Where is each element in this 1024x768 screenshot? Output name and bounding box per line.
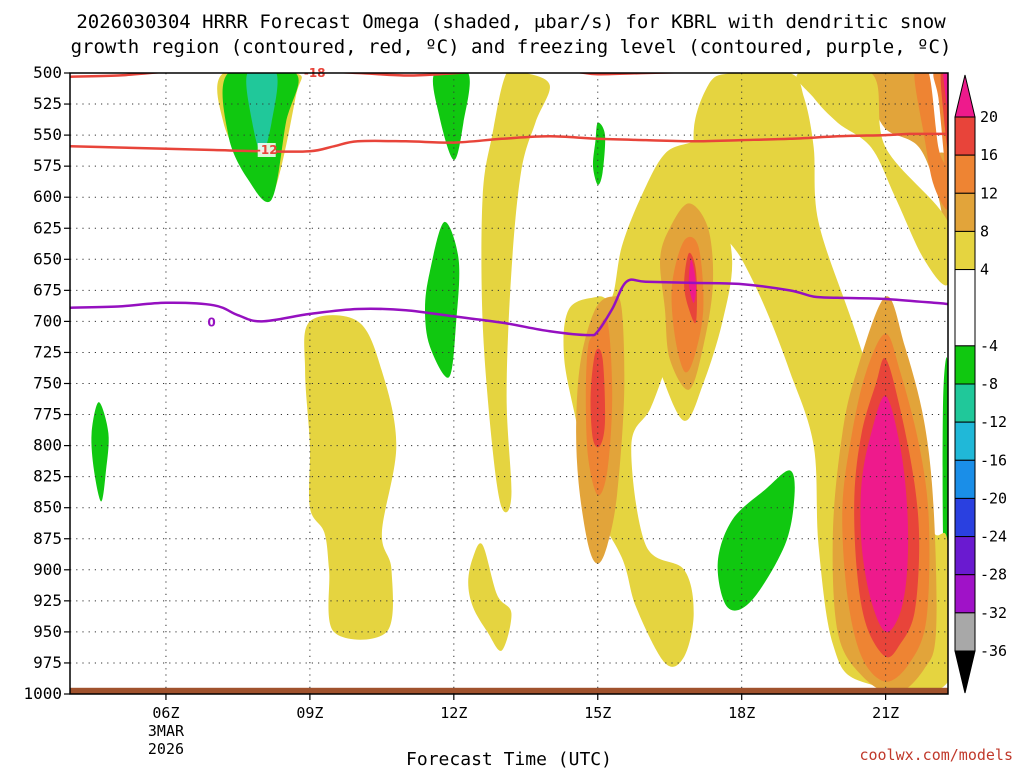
freezing-level-0-label: 0 [207, 316, 215, 330]
ytick-label-1000: 1000 [23, 684, 62, 703]
ytick-label-650: 650 [33, 249, 62, 268]
ytick-label-600: 600 [33, 187, 62, 206]
colorbar-label-10: -24 [980, 528, 1007, 546]
xtick-year: 2026 [148, 740, 184, 758]
omega-region-31 [943, 73, 948, 111]
x-axis-label: Forecast Time (UTC) [406, 749, 612, 768]
colorbar-bin-6 [954, 345, 976, 385]
colorbar-bin-8 [954, 421, 976, 461]
ytick-label-575: 575 [33, 156, 62, 175]
temperature-contours [70, 73, 948, 337]
omega-region-11 [468, 543, 512, 651]
colorbar-arrow-top [954, 74, 976, 118]
dgz-minus12-label: -12 [256, 143, 278, 157]
colorbar-arrow-bottom [954, 650, 976, 694]
xtick-label-21Z: 21Z [872, 704, 899, 722]
xtick-date: 3MAR [148, 722, 185, 740]
colorbar-bin-13 [954, 612, 976, 652]
omega-region-16 [590, 348, 606, 448]
xtick-label-15Z: 15Z [584, 704, 611, 722]
colorbar-bin-12 [954, 574, 976, 614]
credit-text: coolwx.com/models [859, 746, 1013, 764]
dgz-minus12-label-bg [257, 143, 276, 158]
grid-lines [70, 73, 948, 694]
omega-region-27 [796, 73, 948, 286]
omega-shading [70, 73, 948, 694]
title-line-1: 2026030304 HRRR Forecast Omega (shaded, … [76, 11, 946, 33]
colorbar-label-2: 12 [980, 184, 998, 202]
colorbar-bin-11 [954, 536, 976, 576]
ytick-label-800: 800 [33, 436, 62, 455]
ytick-label-775: 775 [33, 405, 62, 424]
colorbar-bin-3 [954, 192, 976, 232]
colorbar-label-12: -32 [980, 604, 1007, 622]
ground-strip [70, 687, 948, 694]
freezing-level-0-label-bg [202, 315, 221, 330]
colorbar-label-3: 8 [980, 222, 989, 240]
colorbar-label-8: -16 [980, 451, 1007, 469]
omega-region-3 [432, 73, 470, 160]
colorbar-bin-9 [954, 459, 976, 499]
xtick-label-12Z: 12Z [440, 704, 467, 722]
dgz-minus12-contour [70, 132, 948, 153]
colorbar-label-7: -12 [980, 413, 1007, 431]
xtick-label-06Z: 06Z [152, 704, 179, 722]
ytick-label-700: 700 [33, 311, 62, 330]
ytick-label-675: 675 [33, 280, 62, 299]
colorbar-bin-10 [954, 497, 976, 538]
title-line-2: growth region (contoured, red, ºC) and f… [71, 36, 952, 58]
ytick-label-550: 550 [33, 125, 62, 144]
ytick-label-625: 625 [33, 218, 62, 237]
colorbar-label-6: -8 [980, 375, 998, 393]
ytick-label-900: 900 [33, 560, 62, 579]
colorbar-bin-2 [954, 154, 976, 194]
freezing-level-0-contour [70, 278, 948, 337]
xtick-label-09Z: 09Z [296, 704, 323, 722]
colorbar-bin-4 [954, 230, 976, 271]
omega-region-10 [304, 315, 397, 640]
ytick-label-850: 850 [33, 498, 62, 517]
colorbar-bin-1 [954, 116, 976, 156]
ytick-label-825: 825 [33, 467, 62, 486]
colorbar-label-13: -36 [980, 642, 1007, 660]
colorbar-label-1: 16 [980, 146, 998, 164]
colorbar-label-0: 20 [980, 108, 998, 126]
omega-region-5 [425, 221, 460, 378]
omega-region-2 [246, 73, 278, 154]
omega-region-9 [481, 73, 550, 513]
colorbar-label-11: -28 [980, 566, 1007, 584]
omega-region-7 [717, 470, 795, 611]
omega-region-25 [860, 395, 909, 633]
colorbar-label-9: -20 [980, 489, 1007, 507]
ytick-label-500: 500 [33, 63, 62, 82]
ytick-label-725: 725 [33, 342, 62, 361]
y-axis: 500 525 550 575 600 625 650 675 700 725 750 775 800 8… [23, 63, 70, 703]
colorbar-label-4: 4 [980, 261, 989, 279]
dgz-minus18-contour [70, 73, 696, 78]
ytick-label-950: 950 [33, 622, 62, 641]
omega-region-28 [914, 73, 948, 210]
ytick-label-750: 750 [33, 374, 62, 393]
ytick-label-925: 925 [33, 591, 62, 610]
colorbar-bin-7 [954, 383, 976, 423]
omega-region-21 [688, 259, 697, 303]
ytick-label-525: 525 [33, 94, 62, 113]
colorbar-label-5: -4 [980, 337, 998, 355]
colorbar-bin-5 [954, 269, 976, 347]
colorbar: 20 16 12 8 4 -4 -8 -12 -16 -20 -24 -28 -32 -36 [954, 74, 1007, 694]
ytick-label-875: 875 [33, 529, 62, 548]
xtick-label-18Z: 18Z [728, 704, 755, 722]
ytick-label-975: 975 [33, 653, 62, 672]
